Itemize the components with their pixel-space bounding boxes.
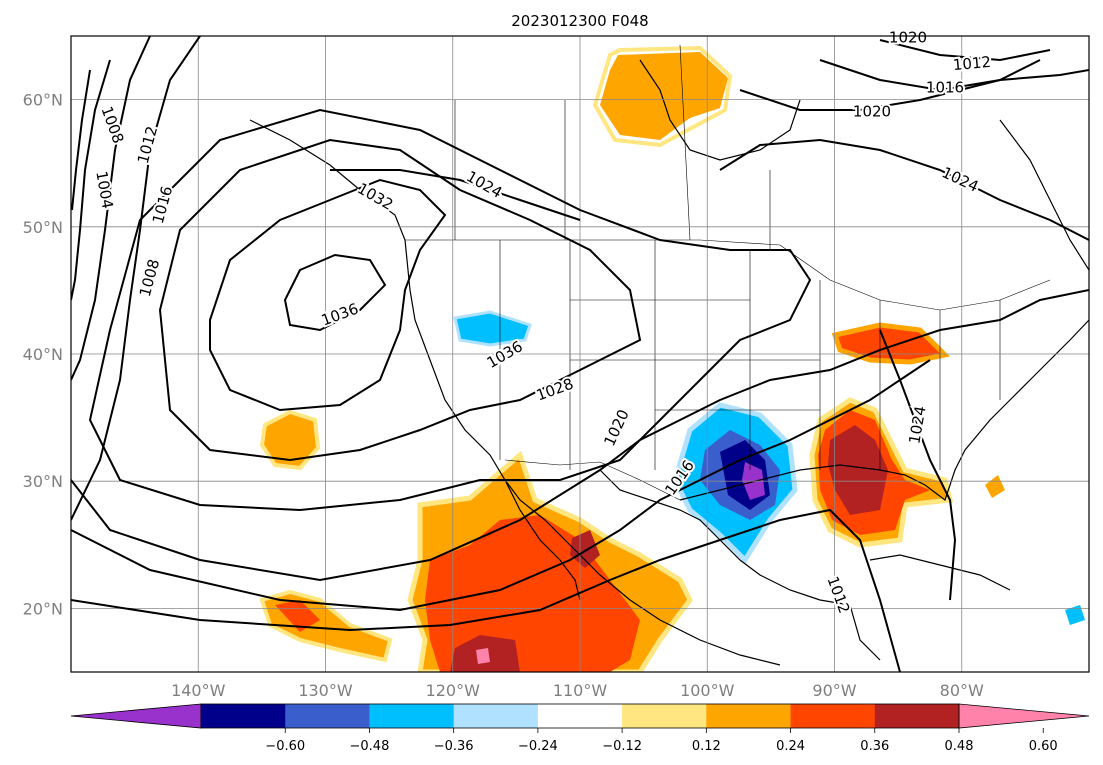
lon-tick-label: 110°W xyxy=(553,681,608,700)
colorbar-segment xyxy=(790,704,876,728)
isobar-north-1020 xyxy=(739,69,1089,111)
colorbar-segment xyxy=(453,704,539,728)
baja xyxy=(504,479,581,601)
isobar-1016 xyxy=(71,359,931,612)
isobar-1012 xyxy=(71,508,901,672)
canada-province-lines xyxy=(454,44,771,250)
map-title: 2023012300 F048 xyxy=(511,12,648,30)
isobar-north-1012 xyxy=(879,39,1051,62)
cuba xyxy=(869,554,1011,591)
isobar-1024 xyxy=(88,108,812,512)
colorbar: −0.60 −0.48 −0.36 −0.24 −0.12 0.12 0.24 0.36 0.4… xyxy=(70,703,1090,754)
lat-tick-label: 30°N xyxy=(23,472,63,491)
lon-tick-label: 100°W xyxy=(680,681,735,700)
us-canada-border xyxy=(405,239,1051,311)
contour-label: 1020 xyxy=(853,103,891,121)
colorbar-segment xyxy=(622,704,707,728)
colorbar-extend-low xyxy=(70,703,202,729)
us-gulf-coast xyxy=(679,319,1089,501)
colorbar-tick-label: 0.36 xyxy=(860,739,889,754)
contour-label: 1012 xyxy=(952,53,992,74)
map-frame xyxy=(70,35,1090,673)
shade-mexico-pink xyxy=(476,648,490,664)
shade-mexico-darkred-2 xyxy=(570,530,600,568)
shaded-field xyxy=(259,45,1085,672)
colorbar-segment xyxy=(537,704,623,728)
colorbar-segment xyxy=(874,704,960,728)
shade-great-lakes-orange xyxy=(831,322,951,365)
lon-tick-label: 80°W xyxy=(940,681,984,700)
colorbar-segment xyxy=(706,704,792,728)
isobar-1036-pacific xyxy=(283,253,387,332)
lon-tick-label: 140°W xyxy=(171,681,226,700)
isobar-east-1024b xyxy=(879,329,957,601)
lat-tick-label: 60°N xyxy=(23,91,63,110)
lat-tick-label: 50°N xyxy=(23,218,63,237)
colorbar-segment xyxy=(201,704,286,728)
colorbar-tick-label: 0.48 xyxy=(945,739,974,754)
us-mexico-border xyxy=(504,459,681,501)
shade-florida-orange xyxy=(985,475,1005,498)
lat-tick-label: 40°N xyxy=(23,345,63,364)
gulf-coast xyxy=(599,469,881,661)
isobar-1028 xyxy=(158,138,642,462)
longitude-labels: 140°W 130°W 120°W 110°W 100°W 90°W 80°W xyxy=(171,681,984,700)
colorbar-frame xyxy=(200,703,960,729)
latitude-labels: 60°N 50°N 40°N 30°N 20°N xyxy=(23,91,63,619)
isobars xyxy=(71,36,1089,672)
isobar-1020 xyxy=(71,289,1089,582)
colorbar-tick-label: 0.12 xyxy=(692,739,721,754)
colorbar-segment xyxy=(285,704,370,728)
colorbar-tick-label: −0.48 xyxy=(350,739,390,754)
isobar-east-1024 xyxy=(719,138,1089,241)
isobar-north-1016 xyxy=(819,59,1041,92)
shade-great-basin-blue xyxy=(453,310,532,347)
colorbar-tick-label: 0.24 xyxy=(776,739,805,754)
isobar-west-1016 xyxy=(71,36,151,381)
coastlines xyxy=(249,59,1089,666)
map-panel: 1008 101210161020102410321036103610281020… xyxy=(23,27,1090,700)
isobar-north-1024 xyxy=(330,169,581,221)
shade-hudson-bay-orange xyxy=(600,52,728,140)
labrador xyxy=(999,119,1089,271)
lon-tick-label: 90°W xyxy=(812,681,856,700)
colorbar-tick-label: −0.24 xyxy=(518,739,558,754)
isobar-west-1008 xyxy=(71,69,91,211)
hudson-bay xyxy=(639,59,801,161)
pacific-coast xyxy=(249,119,781,666)
isobar-west-1020 xyxy=(71,36,201,521)
colorbar-segment xyxy=(369,704,455,728)
borders xyxy=(405,44,1051,501)
state-lines xyxy=(499,240,1001,470)
colorbar-extend-high xyxy=(958,703,1090,729)
shade-hudson-bay-light xyxy=(592,45,733,148)
isobar-1032 xyxy=(209,178,447,412)
shade-gulf-darkred xyxy=(828,425,888,515)
colorbar-tick-label: −0.60 xyxy=(265,739,305,754)
lat-tick-label: 20°N xyxy=(23,599,63,618)
colorbar-tick-label: −0.36 xyxy=(434,739,474,754)
shade-bahamas-blue xyxy=(1065,605,1085,625)
colorbar-tick-label: −0.12 xyxy=(602,739,642,754)
contour-label: 1016 xyxy=(926,79,964,97)
colorbar-tick-label: 0.60 xyxy=(1029,739,1058,754)
lon-tick-label: 120°W xyxy=(426,681,481,700)
lon-tick-label: 130°W xyxy=(298,681,353,700)
isobar-west-1012 xyxy=(71,59,111,301)
contour-label: 1020 xyxy=(889,29,927,47)
